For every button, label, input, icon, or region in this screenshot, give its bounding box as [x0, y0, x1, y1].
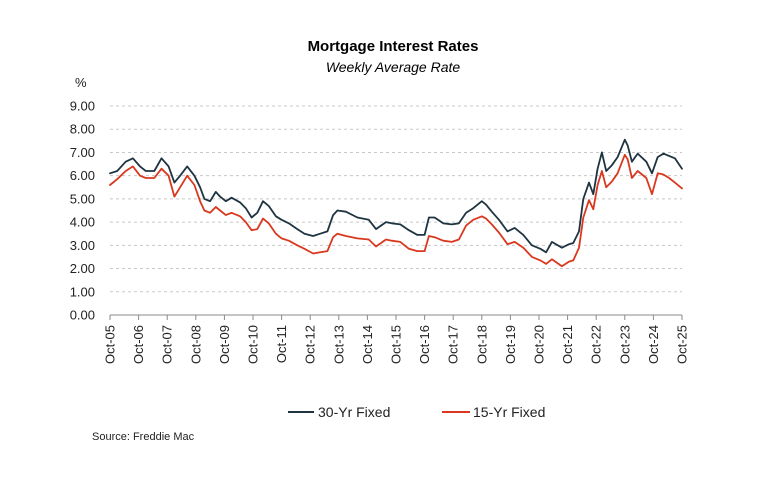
x-tick-label: Oct-10 — [246, 325, 261, 364]
y-tick-label: 3.00 — [70, 238, 95, 253]
legend-label-30yr: 30-Yr Fixed — [318, 404, 390, 420]
gridlines — [110, 105, 682, 293]
x-tick-label: Oct-08 — [188, 325, 203, 364]
x-tick-label: Oct-09 — [217, 325, 232, 364]
y-tick-label: 1.00 — [70, 284, 95, 299]
x-tick-label: Oct-06 — [131, 325, 146, 364]
x-tick-label: Oct-23 — [617, 325, 632, 364]
y-tick-label: 2.00 — [70, 261, 95, 276]
series-line-15yr — [109, 153, 683, 268]
x-tick-label: Oct-07 — [160, 325, 175, 364]
y-tick-label: 5.00 — [70, 191, 95, 206]
x-tick-label: Oct-18 — [474, 325, 489, 364]
x-tick-label: Oct-13 — [331, 325, 346, 364]
chart-title: Mortgage Interest Rates — [308, 38, 479, 55]
y-tick-label: 8.00 — [70, 122, 95, 137]
x-tick-label: Oct-15 — [389, 325, 404, 364]
y-axis-label: % — [75, 75, 87, 90]
x-tick-label: Oct-22 — [589, 325, 604, 364]
x-tick-label: Oct-16 — [417, 325, 432, 364]
x-tick-label: Oct-19 — [503, 325, 518, 364]
chart-subtitle: Weekly Average Rate — [326, 59, 461, 75]
y-tick-label: 0.00 — [70, 308, 95, 323]
x-tick-label: Oct-24 — [646, 325, 661, 364]
x-tick-label: Oct-11 — [274, 325, 289, 363]
x-tick-label: Oct-05 — [103, 325, 118, 364]
legend-label-15yr: 15-Yr Fixed — [473, 404, 545, 420]
y-tick-label: 7.00 — [70, 145, 95, 160]
series-lines — [109, 138, 683, 268]
x-tick-label: Oct-17 — [446, 325, 461, 364]
x-axis: Oct-05 Oct-06 Oct-07 Oct-08 Oct-09 Oct-10 Oct-… — [103, 314, 690, 364]
x-tick-label: Oct-21 — [560, 325, 575, 364]
legend: 30-Yr Fixed 15-Yr Fixed — [288, 404, 545, 420]
y-axis-ticks: 0.00 1.00 2.00 3.00 4.00 5.00 6.00 7.00 8.00 9.00 — [70, 99, 95, 323]
x-tick-label: Oct-20 — [532, 325, 547, 364]
series-line-30yr — [109, 138, 683, 254]
x-tick-label: Oct-25 — [675, 325, 690, 364]
x-tick-label: Oct-12 — [303, 325, 318, 364]
y-tick-label: 9.00 — [70, 99, 95, 114]
x-tick-label: Oct-14 — [360, 325, 375, 364]
y-tick-label: 4.00 — [70, 215, 95, 230]
y-tick-label: 6.00 — [70, 168, 95, 183]
source-note: Source: Freddie Mac — [92, 431, 195, 443]
